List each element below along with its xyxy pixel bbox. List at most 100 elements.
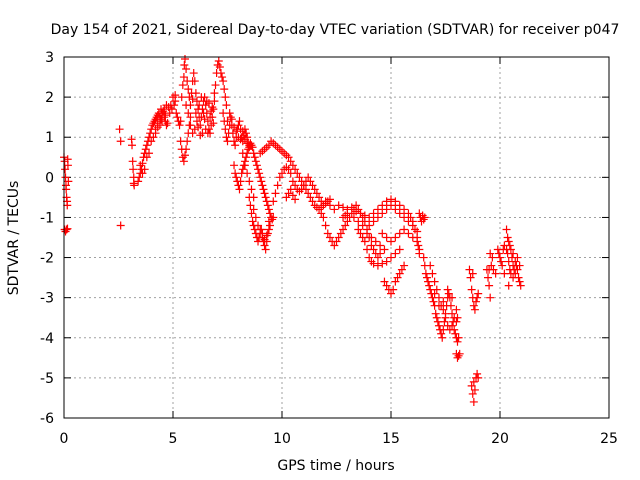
data-point (358, 233, 367, 242)
data-point (445, 325, 454, 334)
data-point (116, 137, 125, 146)
data-point (210, 89, 219, 98)
data-point (470, 385, 479, 394)
data-point (356, 209, 365, 218)
data-point (145, 149, 154, 158)
data-point (254, 221, 263, 230)
data-point (400, 205, 409, 214)
data-point (142, 153, 151, 162)
data-point (376, 249, 385, 258)
data-point (249, 205, 258, 214)
data-point (273, 181, 282, 190)
data-point (170, 101, 179, 110)
data-point (382, 233, 391, 242)
data-point (256, 173, 265, 182)
data-point (306, 193, 315, 202)
data-point (62, 185, 71, 194)
data-point (211, 81, 220, 90)
data-point (325, 201, 334, 210)
data-point (284, 189, 293, 198)
data-point (325, 233, 334, 242)
data-point (468, 389, 477, 398)
data-point (393, 273, 402, 282)
data-point (413, 227, 422, 236)
data-point (180, 151, 189, 160)
data-point (173, 113, 182, 122)
data-point (63, 161, 72, 170)
data-point (469, 301, 478, 310)
data-point (489, 265, 498, 274)
data-point (284, 153, 293, 162)
data-point (284, 165, 293, 174)
data-point (470, 305, 479, 314)
data-point (234, 181, 243, 190)
data-point (443, 285, 452, 294)
data-point (332, 237, 341, 246)
data-point (369, 259, 378, 268)
data-point (198, 129, 207, 138)
data-point (410, 225, 419, 234)
data-point (190, 77, 199, 86)
data-point (468, 269, 477, 278)
data-point (415, 209, 424, 218)
data-point (365, 213, 374, 222)
data-point (515, 277, 524, 286)
data-point (199, 109, 208, 118)
data-point (434, 293, 443, 302)
data-point (373, 205, 382, 214)
data-point (509, 273, 518, 282)
data-point (230, 123, 239, 132)
data-point (373, 261, 382, 270)
data-point (395, 245, 404, 254)
data-point (213, 61, 222, 70)
data-point (191, 89, 200, 98)
data-point (511, 269, 520, 278)
x-axis-label: GPS time / hours (277, 458, 394, 474)
data-point (466, 273, 475, 282)
data-point (157, 115, 166, 124)
data-point (236, 177, 245, 186)
data-point (151, 129, 160, 138)
data-point (474, 289, 483, 298)
data-point (319, 213, 328, 222)
data-point (360, 237, 369, 246)
data-point (295, 187, 304, 196)
data-point (426, 261, 435, 270)
data-point (382, 197, 391, 206)
data-point (188, 95, 197, 104)
data-point (498, 261, 507, 270)
data-point (282, 193, 291, 202)
data-point (148, 121, 157, 130)
data-point (299, 181, 308, 190)
data-point (136, 161, 145, 170)
data-point (473, 369, 482, 378)
data-point (415, 249, 424, 258)
data-point (186, 121, 195, 130)
data-point (500, 269, 509, 278)
data-point (354, 205, 363, 214)
data-point (473, 293, 482, 302)
data-point (242, 153, 251, 162)
data-point (487, 261, 496, 270)
data-point (234, 121, 243, 130)
data-point (178, 81, 187, 90)
data-point (176, 117, 185, 126)
data-point (259, 185, 268, 194)
data-point (504, 237, 513, 246)
data-point (251, 157, 260, 166)
data-point (218, 73, 227, 82)
data-point (273, 143, 282, 152)
data-point (189, 69, 198, 78)
data-point (513, 265, 522, 274)
data-point (391, 205, 400, 214)
data-point (491, 269, 500, 278)
data-point (315, 205, 324, 214)
data-point (220, 85, 229, 94)
data-point (453, 337, 462, 346)
data-point (191, 109, 200, 118)
data-point (453, 313, 462, 322)
x-tick-label: 0 (60, 431, 69, 447)
data-point (330, 205, 339, 214)
data-point (177, 93, 186, 102)
data-point (504, 281, 513, 290)
